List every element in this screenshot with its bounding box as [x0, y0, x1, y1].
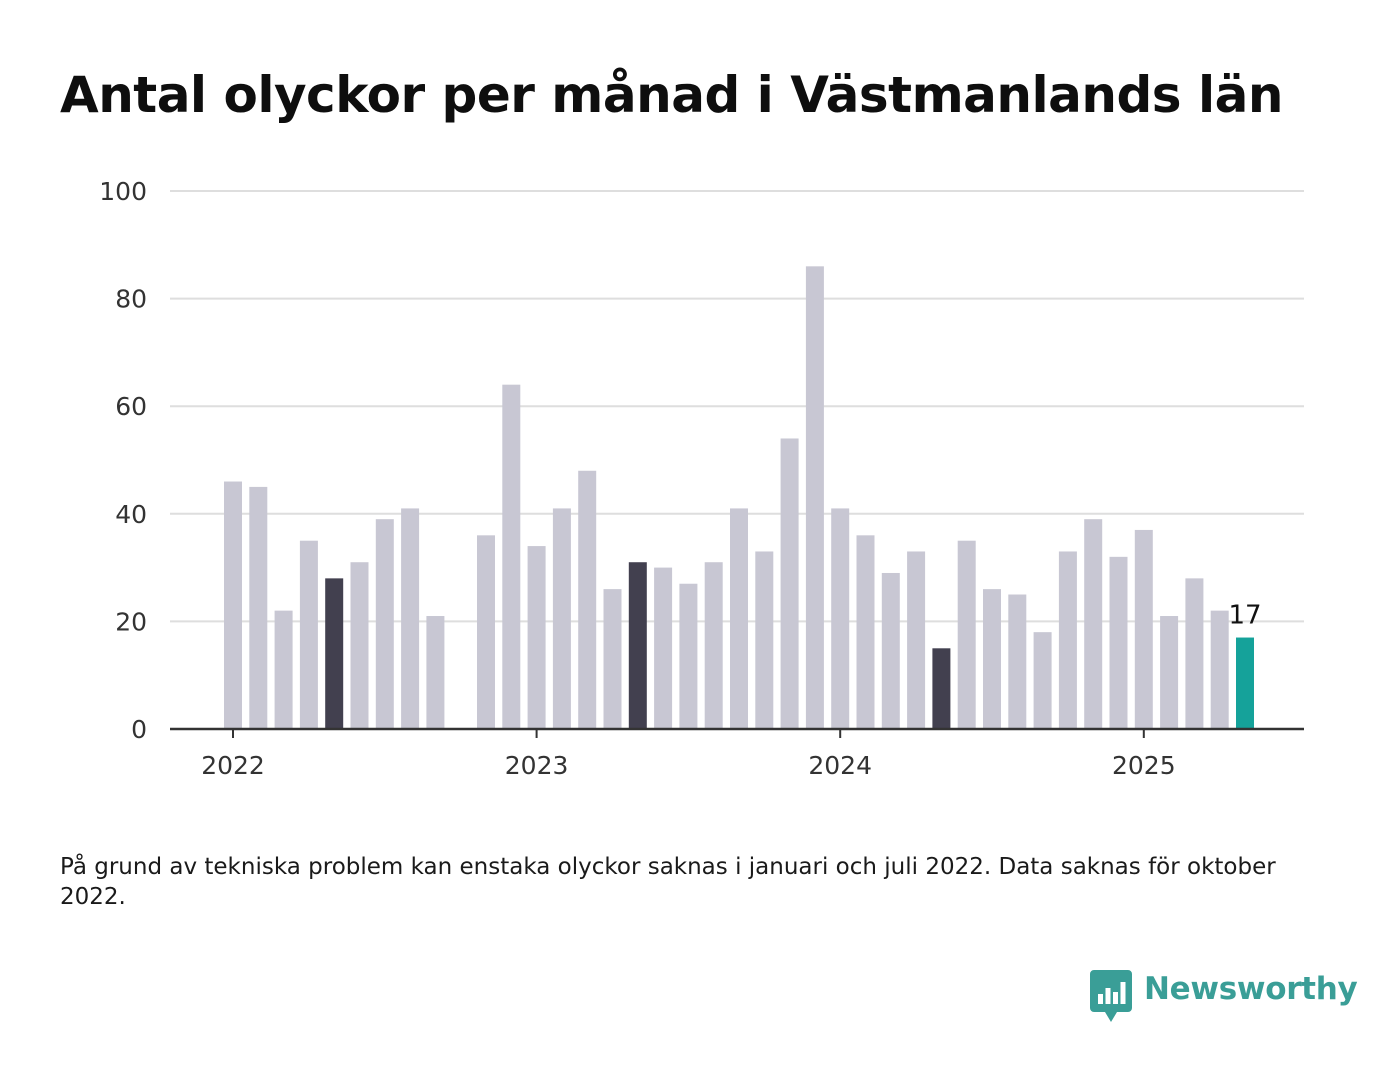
bar-2024-06 [957, 540, 976, 729]
y-axis-ticks: 0 20 40 60 80 100 [99, 177, 147, 744]
bar-2023-03 [578, 470, 597, 729]
bar-2024-12 [1109, 556, 1128, 729]
bar-chart-speech-bubble-icon [1090, 970, 1132, 1022]
bar-2024-05 [932, 648, 951, 729]
bar-2024-01 [831, 508, 850, 729]
bar-2023-08 [704, 562, 723, 729]
bar-2024-03 [881, 572, 900, 729]
bar-2022-05 [325, 578, 344, 729]
bar-2025-03 [1185, 578, 1204, 729]
bar-2022-04 [299, 540, 318, 729]
y-tick-label: 100 [99, 177, 147, 206]
y-tick-label: 60 [115, 392, 147, 421]
y-tick-label: 40 [115, 500, 147, 529]
x-tick-label: 2023 [505, 751, 569, 780]
bar-2024-04 [907, 551, 926, 729]
bar-2023-05 [628, 562, 647, 729]
bar-2024-02 [856, 535, 875, 729]
bar-2022-11 [477, 535, 495, 729]
bar-2025-04 [1210, 610, 1229, 729]
bar-2024-09 [1033, 632, 1052, 729]
x-tick-label: 2024 [808, 751, 872, 780]
y-tick-label: 80 [115, 285, 147, 314]
x-axis-ticks: 2022 2023 2024 2025 [201, 729, 1176, 780]
y-tick-label: 20 [115, 607, 147, 636]
y-tick-label: 0 [131, 715, 147, 744]
bar-2022-08 [401, 508, 420, 729]
bar-2025-05 [1236, 637, 1254, 729]
latest-value-label: 17 [1228, 601, 1261, 631]
bar-2024-11 [1084, 519, 1103, 729]
x-tick-label: 2022 [201, 751, 265, 780]
bar-chart: 0 20 40 60 80 100 2022 2023 2024 2025 17 [99, 177, 1304, 780]
bar-2023-07 [679, 583, 698, 729]
bar-2023-12 [805, 266, 824, 729]
annotations: 17 [1228, 601, 1261, 631]
bar-2023-09 [730, 508, 748, 729]
bar-2023-06 [654, 567, 673, 729]
bar-2025-02 [1160, 616, 1179, 729]
bar-2024-08 [1008, 594, 1027, 729]
bar-2022-12 [502, 384, 521, 729]
bar-2023-04 [603, 589, 622, 729]
bar-2023-01 [527, 546, 546, 729]
bar-2024-07 [983, 589, 1001, 729]
bar-2024-10 [1058, 551, 1077, 729]
bar-2022-06 [350, 562, 369, 729]
bar-2023-10 [755, 551, 774, 729]
x-tick-label: 2025 [1112, 751, 1176, 780]
bar-2023-11 [780, 438, 799, 729]
bar-2022-03 [274, 610, 293, 729]
brand-logo[interactable]: Newsworthy [1090, 970, 1358, 1022]
bars [224, 266, 1254, 729]
bar-2022-07 [375, 519, 394, 729]
bar-2023-02 [552, 508, 571, 729]
bar-2022-01 [224, 481, 242, 729]
bar-2022-02 [249, 486, 268, 729]
bar-2022-09 [426, 616, 445, 729]
footnote: På grund av tekniska problem kan enstaka… [60, 854, 1276, 910]
chart-title: Antal olyckor per månad i Västmanlands l… [60, 66, 1283, 124]
brand-name: Newsworthy [1144, 971, 1358, 1007]
bar-2025-01 [1134, 529, 1153, 729]
